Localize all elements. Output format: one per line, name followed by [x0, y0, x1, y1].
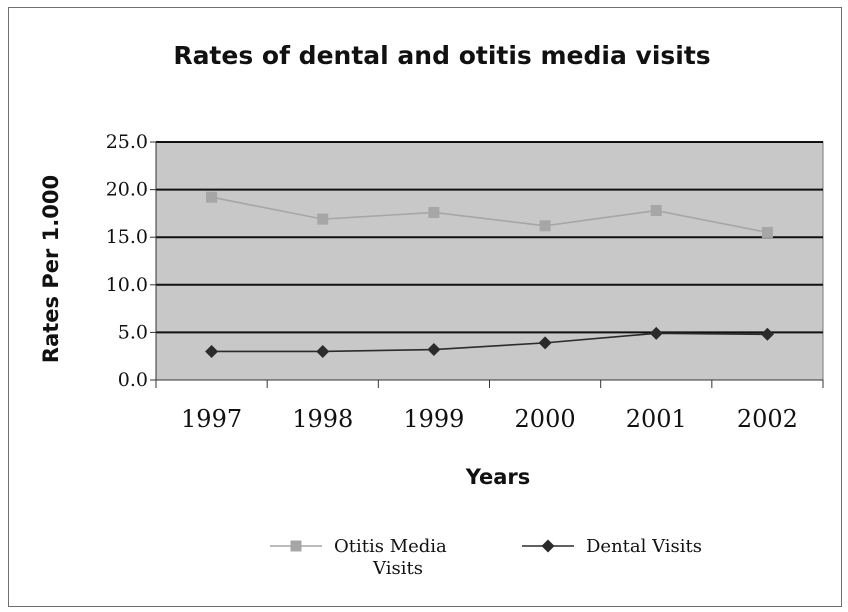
x-tick-label: 1998 [292, 405, 353, 433]
x-tick-label: 2001 [626, 405, 687, 433]
legend-label: Otitis Media Visits [334, 536, 447, 579]
x-axis-title: Years [465, 465, 531, 489]
legend-marker [541, 539, 555, 553]
y-tick-label: 10.0 [106, 274, 148, 296]
data-point [539, 220, 551, 232]
legend-label: Dental Visits [586, 536, 702, 557]
data-point [760, 327, 774, 341]
y-tick-label: 20.0 [106, 179, 148, 201]
data-point [205, 344, 219, 358]
series-0 [206, 191, 773, 238]
legend: Otitis Media Visits Dental Visits [270, 536, 702, 579]
legend-item: Otitis Media Visits [270, 536, 447, 579]
series-line [211, 332, 768, 353]
x-tick-label: 1997 [181, 405, 242, 433]
y-tick-label: 0.0 [118, 369, 148, 391]
data-point [206, 191, 218, 203]
y-tick-label: 25.0 [106, 131, 148, 153]
legend-item: Dental Visits [522, 536, 702, 557]
x-tick-label: 2002 [737, 405, 798, 433]
series-1 [205, 326, 774, 358]
legend-marker [290, 540, 302, 552]
data-point [650, 205, 662, 217]
data-point [427, 343, 441, 357]
chart-title: Rates of dental and otitis media visits [173, 41, 710, 70]
y-tick-label: 15.0 [106, 226, 148, 248]
y-tick-label: 5.0 [118, 321, 148, 343]
x-tick-label: 2000 [515, 405, 576, 433]
data-point [316, 344, 330, 358]
data-point [317, 213, 329, 225]
series-line [211, 196, 768, 234]
x-tick-label: 1999 [403, 405, 464, 433]
y-axis-title: Rates Per 1.000 [39, 175, 63, 363]
data-point [428, 206, 440, 218]
data-point [761, 226, 773, 238]
data-point [538, 336, 552, 350]
plot-area [155, 141, 824, 381]
data-point [649, 326, 663, 340]
